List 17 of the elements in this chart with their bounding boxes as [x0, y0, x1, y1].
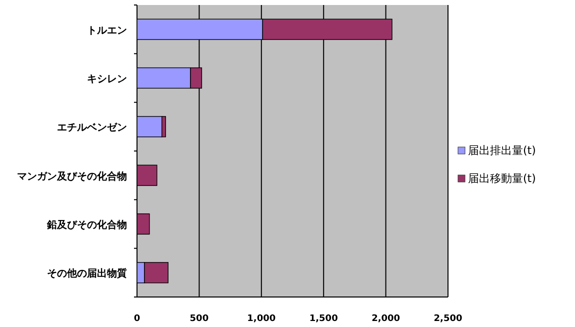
legend-label: 届出排出量(t) [468, 144, 536, 157]
legend-label: 届出移動量(t) [468, 172, 536, 185]
x-tick-label: 500 [190, 314, 209, 324]
bar [136, 116, 162, 138]
x-tick-label: 1,500 [309, 314, 338, 324]
y-tick-label: マンガン及びその化合物 [17, 170, 127, 182]
y-tick-label: キシレン [87, 74, 127, 85]
bar [136, 213, 150, 235]
x-tick-label: 0 [134, 314, 140, 324]
y-tick-label: トルエン [87, 25, 127, 36]
y-tick-label: エチルベンゼン [57, 122, 127, 134]
y-tick-label: 鉛及びその化合物 [46, 219, 127, 231]
y-tick-label: その他の届出物質 [47, 268, 127, 280]
x-tick-label: 2,500 [434, 314, 462, 324]
x-tick-label: 1,000 [247, 314, 276, 324]
x-tick-label: 2,000 [372, 314, 400, 324]
bar [136, 164, 158, 186]
